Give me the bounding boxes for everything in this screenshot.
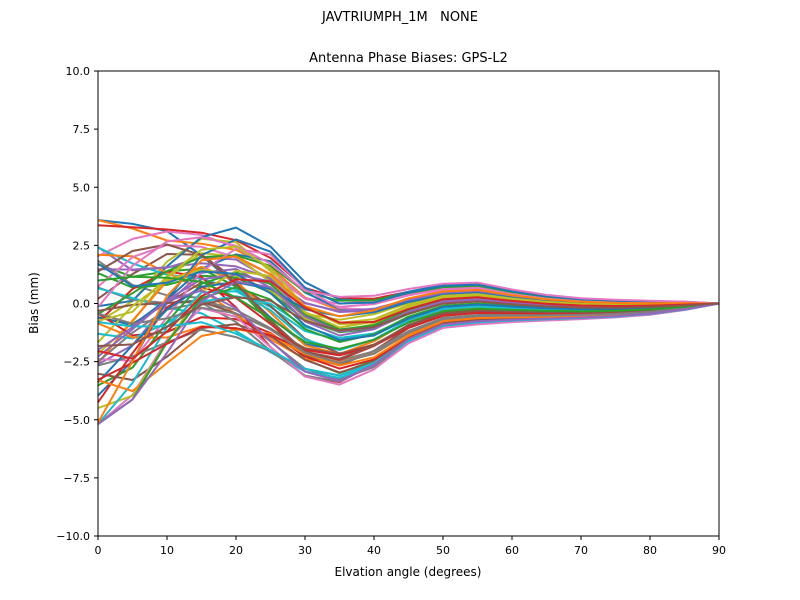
y-axis-label: Bias (mm) xyxy=(27,272,41,334)
x-tick-label: 50 xyxy=(436,544,450,557)
x-tick-label: 30 xyxy=(298,544,312,557)
bias-series-line xyxy=(97,255,720,424)
y-tick-label: 0.0 xyxy=(73,298,91,311)
bias-series-line xyxy=(97,289,720,382)
x-axis-label: Elvation angle (degrees) xyxy=(335,565,482,579)
y-tick-label: 5.0 xyxy=(73,181,91,194)
x-tick-label: 90 xyxy=(712,544,726,557)
x-tick-label: 60 xyxy=(505,544,519,557)
x-ticks-group: 0 10 20 30 40 50 60 70 80 90 xyxy=(95,536,726,557)
x-tick-label: 0 xyxy=(95,544,102,557)
bias-series-line xyxy=(97,278,720,360)
x-tick-label: 70 xyxy=(574,544,588,557)
bias-series-group xyxy=(97,219,720,425)
y-tick-label: −2.5 xyxy=(63,356,90,369)
y-ticks-group: 10.0 7.5 5.0 2.5 0.0 −2.5 −5.0 −7.5 −10.0 xyxy=(56,65,98,543)
x-tick-label: 10 xyxy=(160,544,174,557)
axes-title: Antenna Phase Biases: GPS-L2 xyxy=(309,51,508,66)
bias-series-line xyxy=(97,275,720,350)
x-tick-label: 20 xyxy=(229,544,243,557)
bias-series-line xyxy=(97,245,720,324)
x-tick-label: 80 xyxy=(643,544,657,557)
y-tick-label: −7.5 xyxy=(63,472,90,485)
bias-series-line xyxy=(97,262,720,341)
bias-series-line xyxy=(97,296,720,347)
y-tick-label: 2.5 xyxy=(73,239,91,252)
y-tick-label: 7.5 xyxy=(73,123,91,136)
y-tick-label: 10.0 xyxy=(66,65,91,78)
bias-series-line xyxy=(97,302,720,364)
figure-suptitle: JAVTRIUMPH_1M NONE xyxy=(322,10,478,25)
y-tick-label: −10.0 xyxy=(56,530,90,543)
y-tick-label: −5.0 xyxy=(63,414,90,427)
x-tick-label: 40 xyxy=(367,544,381,557)
bias-series-line xyxy=(97,236,720,308)
